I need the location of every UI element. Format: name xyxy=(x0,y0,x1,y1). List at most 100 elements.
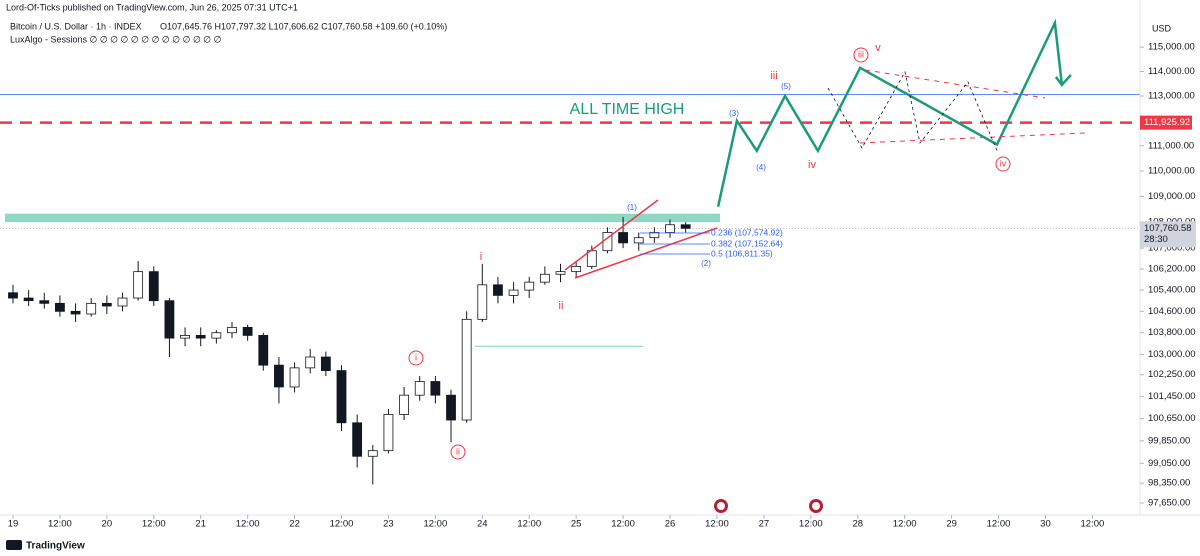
brand: TradingView xyxy=(26,541,85,552)
trend-line xyxy=(564,199,659,271)
fib-label: 0.382 (107,152.64) xyxy=(711,238,783,248)
y-tick-label: 100,650.00 xyxy=(1148,413,1196,424)
candle-body xyxy=(211,332,222,339)
countdown: 28:30 xyxy=(1144,234,1168,245)
x-tick-label: 12:00 xyxy=(142,519,166,530)
y-tick-label: 101,450.00 xyxy=(1148,391,1196,402)
x-tick-label: 20 xyxy=(102,519,113,530)
x-tick-label: 22 xyxy=(289,519,300,530)
projection-arrow xyxy=(1054,74,1072,87)
last-price-label: 107,760.58 xyxy=(1144,223,1192,234)
candle-body xyxy=(649,232,660,239)
ath-price-box xyxy=(1140,115,1192,130)
wave-label: ii xyxy=(456,446,460,456)
candle-body xyxy=(633,237,644,244)
candle-body xyxy=(70,310,81,315)
x-tick-label: 12:00 xyxy=(987,519,1011,530)
wave-label: iii xyxy=(770,70,777,82)
last-price-box xyxy=(1140,221,1196,248)
y-tick-label: 99,850.00 xyxy=(1148,435,1190,446)
y-tick-label: 97,650.00 xyxy=(1148,498,1190,509)
candle-body xyxy=(555,271,566,275)
y-tick-label: 105,400.00 xyxy=(1148,285,1196,296)
candle-body xyxy=(461,318,472,421)
wave-label: i xyxy=(415,352,417,362)
candle-body xyxy=(117,297,128,307)
candle-body xyxy=(383,414,394,452)
candle-body xyxy=(86,302,97,315)
candle-body xyxy=(164,300,175,339)
x-tick-label: 27 xyxy=(759,519,770,530)
y-tick-label: 114,000.00 xyxy=(1148,66,1195,77)
y-tick-label: 107,000.00 xyxy=(1148,243,1196,254)
event-icons xyxy=(714,499,823,513)
candle-body xyxy=(665,224,675,233)
x-tick-label: 12:00 xyxy=(423,519,447,530)
wave-label: (3) xyxy=(729,109,739,118)
y-tick-label: 115,000.00 xyxy=(1148,42,1195,53)
candle-body xyxy=(305,356,316,369)
candle-body xyxy=(414,381,425,396)
symbol: Bitcoin / U.S. Dollar · 1h · INDEX xyxy=(10,21,142,31)
candle-body xyxy=(571,265,582,273)
candle-body xyxy=(336,370,347,424)
candle-body xyxy=(352,422,363,457)
wave-circle xyxy=(450,444,466,460)
candle-body xyxy=(539,273,550,283)
x-tick-label: 12:00 xyxy=(330,519,354,530)
x-tick-label: 30 xyxy=(1040,519,1051,530)
candle-body xyxy=(367,450,378,457)
candle-body xyxy=(430,381,441,396)
y-tick-label: 103,800.00 xyxy=(1148,327,1196,338)
candle-body xyxy=(180,335,190,339)
y-tick-label: 98,350.00 xyxy=(1148,478,1190,489)
x-tick-label: 12:00 xyxy=(236,519,260,530)
x-tick-label: 12:00 xyxy=(799,519,823,530)
x-tick-label: 26 xyxy=(665,519,676,530)
y-tick-label: 102,250.00 xyxy=(1148,369,1196,380)
candle-body xyxy=(195,335,206,339)
indicator: LuxAlgo - Sessions ∅ ∅ ∅ ∅ ∅ ∅ ∅ ∅ ∅ ∅ ∅… xyxy=(10,34,221,44)
x-tick-label: 29 xyxy=(946,519,957,530)
wave-label: iii xyxy=(858,49,864,59)
x-tick-label: 12:00 xyxy=(611,519,635,530)
trend-line xyxy=(859,132,1086,144)
y-tick-label: 110,000.00 xyxy=(1148,166,1195,177)
wave-label: iv xyxy=(808,159,816,171)
event-icon xyxy=(812,502,820,510)
y-tick-label: 109,000.00 xyxy=(1148,191,1196,202)
wave-label: (1) xyxy=(627,203,637,212)
x-tick-label: 12:00 xyxy=(893,519,917,530)
candle-body xyxy=(8,292,18,299)
x-tick-label: 12:00 xyxy=(705,519,729,530)
candle-body xyxy=(242,326,253,336)
x-tick-label: 12:00 xyxy=(1081,519,1105,530)
trend-line xyxy=(574,227,718,279)
publisher: Lord-Of-Ticks published on TradingView.c… xyxy=(6,2,298,12)
x-tick-label: 19 xyxy=(8,519,19,530)
y-tick-label: 104,600.00 xyxy=(1148,306,1196,317)
zone xyxy=(5,213,720,223)
x-tick-label: 24 xyxy=(477,519,488,530)
currency: USD xyxy=(1152,23,1172,33)
candle-body xyxy=(39,300,50,304)
fib-label: 0.236 (107,574.92) xyxy=(711,227,783,237)
wave-label: (2) xyxy=(701,259,711,268)
candle-body xyxy=(477,284,488,320)
y-tick-label: 111,000.00 xyxy=(1148,140,1194,151)
candle-body xyxy=(524,281,535,291)
candle-body xyxy=(320,356,331,371)
trend-line xyxy=(864,69,1046,99)
wave-circle xyxy=(853,47,869,63)
wave-circle xyxy=(995,156,1011,172)
event-icon xyxy=(717,502,725,510)
candle-body xyxy=(289,367,300,388)
candle-body xyxy=(274,364,284,388)
wave-label: i xyxy=(480,251,482,263)
y-tick-label: 106,200.00 xyxy=(1148,264,1196,275)
candle-body xyxy=(148,271,159,302)
candle-body xyxy=(680,224,691,229)
candle-body xyxy=(23,297,34,302)
candle-body xyxy=(493,284,503,296)
